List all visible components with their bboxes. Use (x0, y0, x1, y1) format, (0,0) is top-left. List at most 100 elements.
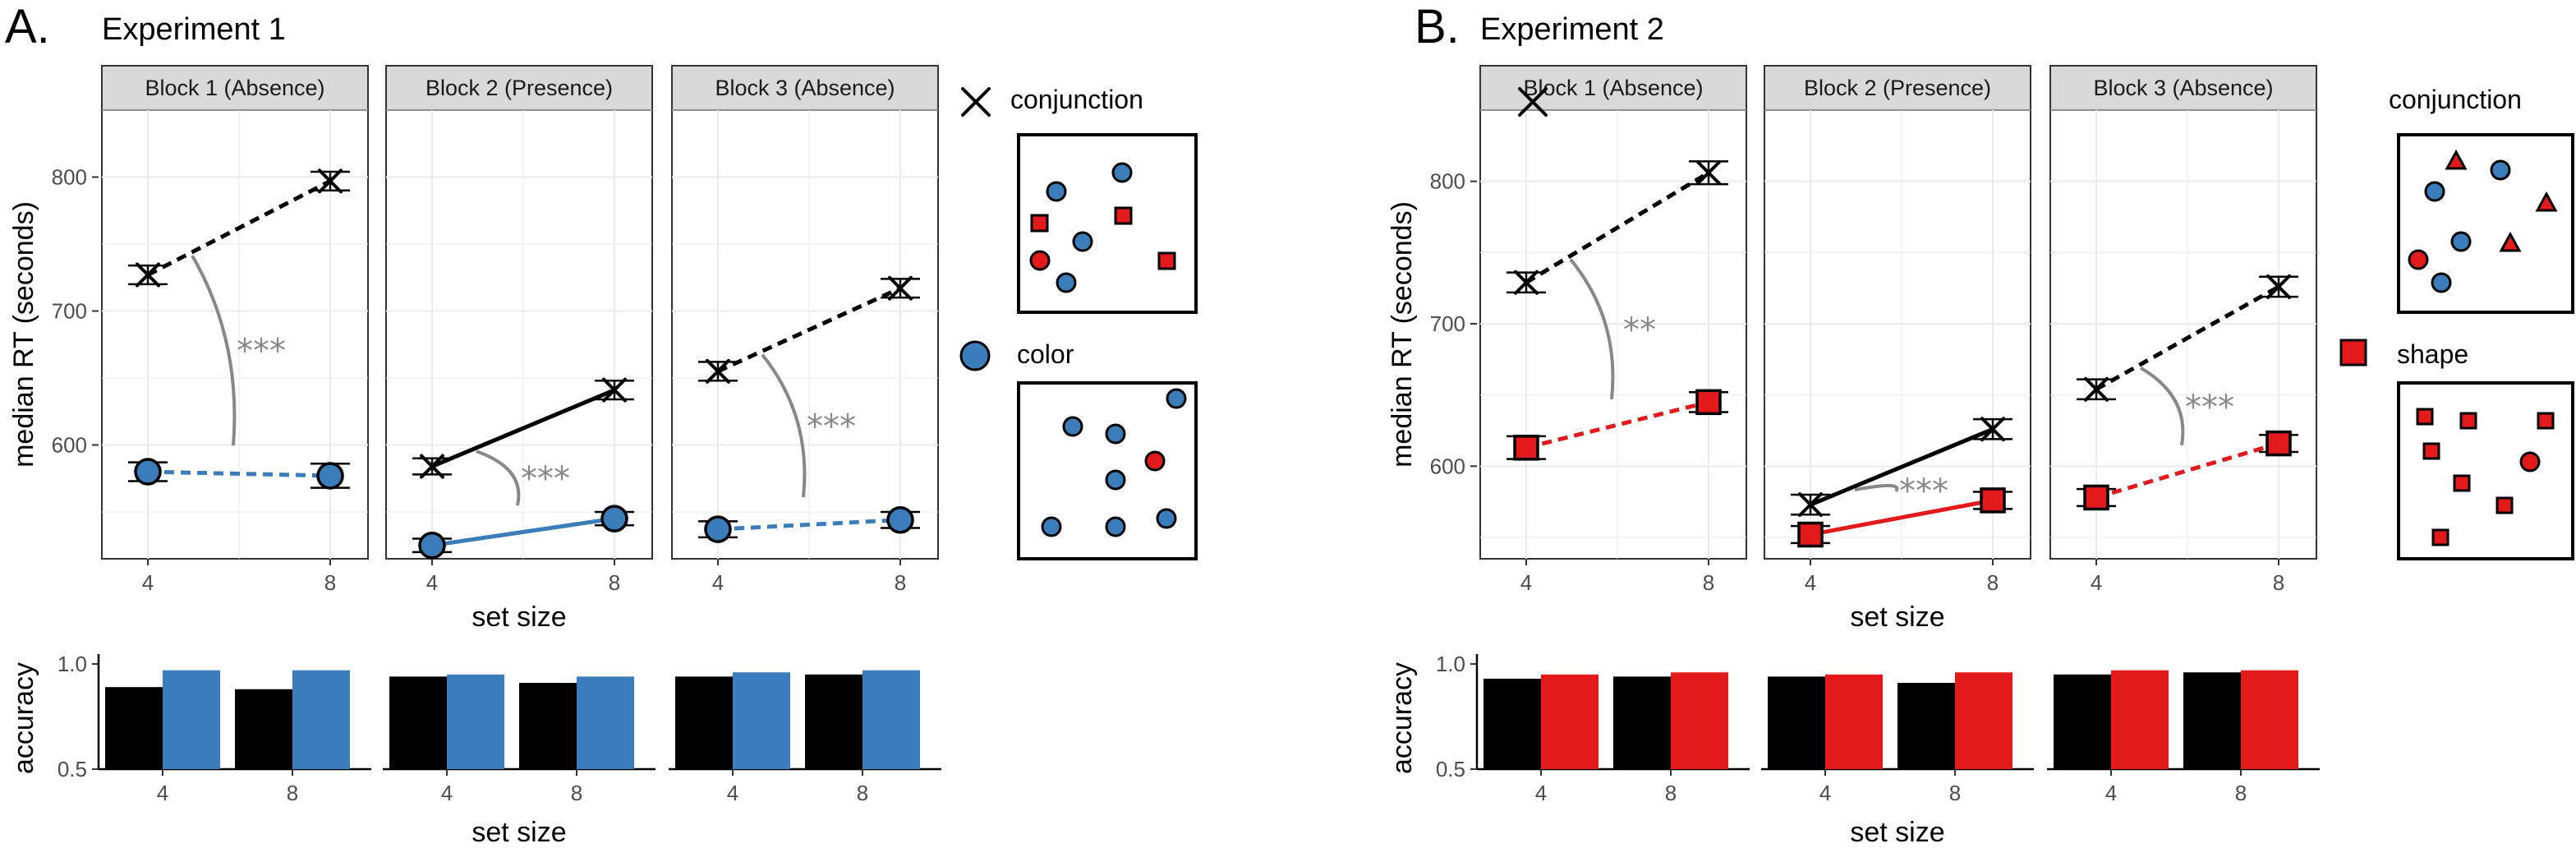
data-point-shape (1980, 487, 2006, 514)
stimulus-example-exp1-feature (1017, 381, 1198, 560)
facet-strip-label: Block 2 (Presence) (426, 76, 613, 100)
data-point-color (316, 462, 344, 490)
significance-label: *** (1899, 472, 1948, 510)
x-mark (2084, 376, 2109, 402)
x-tick-label: 4 (2105, 781, 2117, 805)
facet-strip (101, 65, 369, 111)
accuracy-bar-conjunction (675, 676, 733, 769)
data-point-conjunction (1798, 492, 1823, 518)
data-point-shape (1797, 521, 1824, 548)
data-point-color (886, 505, 914, 534)
data-point-conjunction (420, 454, 444, 479)
x-tick-label: 4 (441, 781, 453, 805)
facet-rt: Block 3 (Absence) 4 8 *** (2049, 65, 2317, 595)
series-line-conjunction (716, 286, 902, 374)
x-tick-label: 4 (712, 570, 724, 595)
x-mark (136, 262, 160, 288)
x-tick-label: 4 (142, 570, 154, 595)
accuracy-bar-conjunction (1898, 683, 1955, 769)
x-mark (318, 168, 343, 194)
data-point-color (704, 515, 732, 543)
facet-strip (671, 65, 939, 111)
series-line-shape (1525, 399, 1709, 450)
series-line-conjunction (2095, 284, 2280, 391)
y-tick-label: 700 (1430, 311, 1465, 336)
series-line-color (717, 518, 901, 532)
x-mark (1798, 492, 1823, 518)
x-tick-label: 4 (1520, 570, 1532, 595)
x-mark (706, 358, 730, 384)
x-tick-label: 4 (727, 781, 738, 805)
accuracy-bar-conjunction (235, 689, 292, 769)
significance-label: *** (237, 333, 286, 371)
x-tick-label: 8 (1949, 781, 1961, 805)
x-mark (2266, 274, 2291, 299)
y-tick-label: 1.0 (1436, 652, 1465, 676)
x-tick-label: 8 (857, 781, 868, 805)
accuracy-bar-conjunction (519, 683, 577, 769)
accuracy-bar-shape (1955, 672, 2012, 769)
facet-strip-label: Block 3 (Absence) (715, 76, 895, 100)
y-axis-title: accuracy (8, 662, 39, 774)
facet-rt: Block 2 (Presence) 4 8 *** set size (385, 65, 653, 633)
plot-panel (1764, 109, 2031, 560)
data-point-color (134, 458, 162, 486)
legend-label-color: color (1017, 339, 1074, 369)
facet-strip (1764, 65, 2031, 111)
facet-strip-label: Block 2 (Presence) (1804, 76, 1991, 100)
significance-bracket (761, 353, 807, 498)
x-tick-label: 4 (157, 781, 168, 805)
legend-label-conjunction: conjunction (1010, 85, 1143, 114)
accuracy-bar-color (733, 672, 790, 769)
stimulus-example-exp2-conjunction (2397, 133, 2574, 314)
accuracy-bar-conjunction (2054, 674, 2111, 769)
significance-label: ** (1623, 311, 1656, 349)
legend-exp1: conjunction color (959, 85, 1143, 371)
y-tick-label: 800 (1430, 169, 1465, 194)
data-point-conjunction (136, 262, 160, 288)
series-line-conjunction (1525, 171, 1710, 284)
data-point-shape (1695, 389, 1722, 416)
data-point-conjunction (318, 168, 343, 194)
accuracy-bar-conjunction (1768, 676, 1825, 769)
stimulus-example-exp1-conjunction (1017, 133, 1198, 314)
panel-letter-b: B. (1414, 0, 1460, 53)
data-point-conjunction (1980, 417, 2005, 442)
significance-label: *** (807, 408, 856, 445)
x-mark (1696, 160, 1721, 186)
y-tick-label: 0.5 (1436, 757, 1465, 781)
legend-label-conjunction: conjunction (2389, 85, 2522, 114)
accuracy-bar-shape (1671, 672, 1728, 769)
stimulus-example-exp2-feature (2397, 381, 2574, 560)
x-icon (1518, 87, 1548, 117)
square-icon (2339, 339, 2367, 366)
x-tick-label: 8 (2235, 781, 2247, 805)
y-tick-label: 800 (52, 164, 87, 189)
facet-strip-label: Block 3 (Absence) (2093, 76, 2273, 100)
experiment2-title: Experiment 2 (1480, 12, 1664, 47)
x-tick-label: 4 (1819, 781, 1831, 805)
x-mark (1514, 270, 1539, 295)
accuracy-bar-conjunction (805, 674, 862, 769)
x-tick-label: 4 (1535, 781, 1547, 805)
x-tick-label: 8 (1703, 570, 1714, 595)
x-axis-title: set size (1850, 602, 1944, 633)
x-tick-label: 4 (2091, 570, 2102, 595)
plot-panel (1479, 109, 1747, 560)
x-tick-label: 8 (324, 570, 336, 595)
accuracy-bar-conjunction (1613, 676, 1671, 769)
data-point-conjunction (602, 377, 627, 403)
data-point-conjunction (1514, 270, 1539, 295)
accuracy-bar-shape (1541, 674, 1598, 769)
accuracy-bar-color (577, 676, 634, 769)
data-point-shape (1513, 435, 1539, 461)
x-mark (602, 377, 627, 403)
panel-letter-a: A. (5, 0, 50, 53)
y-tick-label: 600 (52, 432, 87, 457)
x-mark (888, 275, 913, 301)
x-mark (420, 454, 444, 479)
facet-strip-label: Block 1 (Absence) (145, 76, 324, 100)
accuracy-bar-conjunction (389, 676, 447, 769)
